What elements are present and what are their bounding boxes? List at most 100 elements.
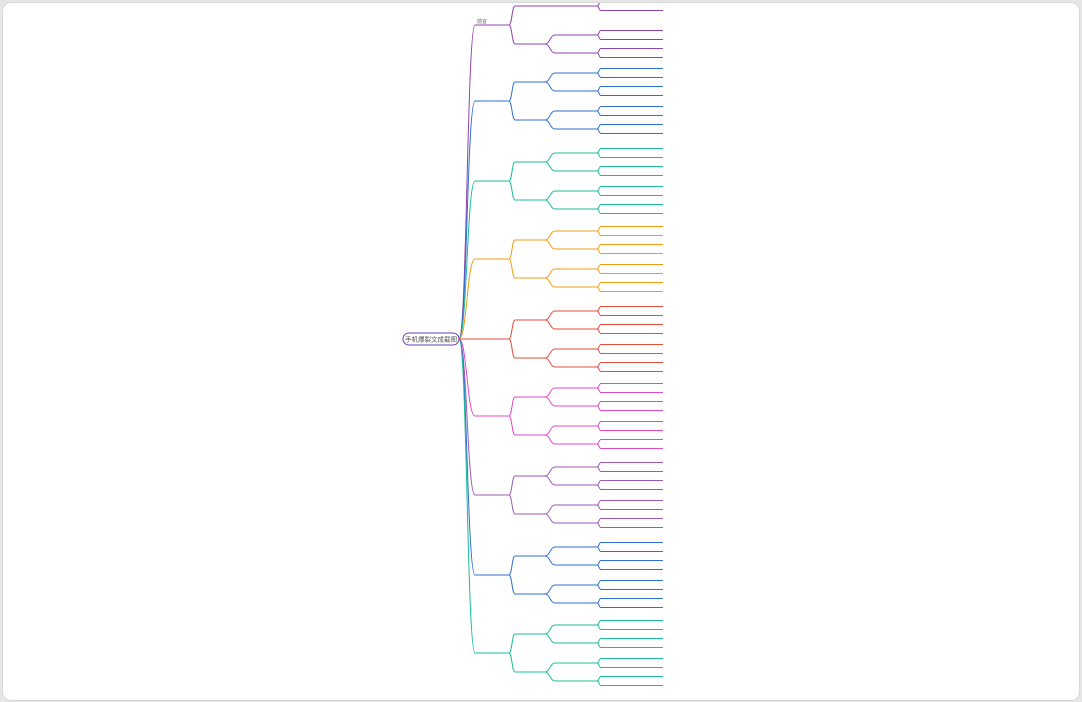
leaf-connector: [596, 421, 602, 427]
leaf-connector: [596, 208, 602, 214]
branch-connector: [458, 338, 476, 654]
child-connector: [508, 161, 516, 182]
leaf-connector: [596, 638, 602, 644]
leaf-connector: [596, 166, 602, 172]
leaf-connector: [596, 602, 602, 608]
subchild-connector: [544, 546, 556, 557]
leaf-connector: [596, 425, 602, 431]
branch-connector: [458, 180, 476, 340]
leaf-connector: [596, 30, 602, 36]
leaf-connector: [596, 466, 602, 472]
leaf-connector: [596, 34, 602, 40]
leaf-connector: [596, 3, 600, 7]
leaf-connector: [596, 328, 602, 334]
leaf-connector: [596, 518, 602, 524]
subchild-connector: [544, 593, 556, 604]
leaf-connector: [596, 230, 602, 236]
leaf-connector: [596, 439, 602, 445]
leaf-connector: [596, 383, 602, 389]
child-connector: [508, 652, 516, 673]
root-node-label[interactable]: 手机爆裂文成截图: [405, 335, 457, 344]
child-connector: [508, 494, 516, 515]
subchild-connector: [544, 624, 556, 635]
leaf-connector: [596, 306, 602, 312]
child-connector: [508, 415, 516, 436]
leaf-connector: [596, 286, 602, 292]
subchild-connector: [544, 310, 556, 321]
leaf-connector: [596, 152, 602, 158]
leaf-connector: [596, 148, 602, 154]
leaf-connector: [596, 598, 602, 604]
child-connector: [508, 319, 516, 340]
leaf-connector: [596, 522, 602, 528]
leaf-connector: [596, 244, 602, 250]
leaf-connector: [596, 662, 602, 668]
leaf-connector: [596, 443, 602, 449]
connector-layer: [458, 3, 663, 686]
leaf-connector: [596, 344, 602, 350]
leaf-connector: [596, 72, 602, 78]
child-connector: [508, 475, 516, 496]
leaf-connector: [596, 624, 602, 630]
subchild-connector: [544, 110, 556, 121]
subchild-connector: [544, 513, 556, 524]
leaf-connector: [596, 204, 602, 210]
subchild-connector: [544, 239, 556, 250]
leaf-connector: [596, 500, 602, 506]
leaf-connector: [596, 248, 602, 254]
subchild-connector: [544, 152, 556, 163]
leaf-connector: [596, 620, 602, 626]
child-connector: [508, 338, 516, 359]
leaf-connector: [596, 52, 602, 58]
subchild-connector: [544, 319, 556, 330]
leaf-connector: [596, 68, 602, 74]
leaf-connector: [596, 170, 602, 176]
subchild-connector: [544, 671, 556, 682]
subchild-connector: [544, 72, 556, 83]
branch-connector: [458, 338, 476, 417]
subchild-connector: [544, 268, 556, 279]
subchild-connector: [544, 190, 556, 201]
leaf-connector: [596, 324, 602, 330]
subchild-connector: [544, 199, 556, 210]
child-connector: [508, 100, 516, 121]
leaf-connector: [596, 128, 602, 134]
branch-connector: [458, 258, 476, 340]
leaf-connector: [596, 680, 602, 686]
leaf-connector: [596, 282, 602, 288]
leaf-connector: [596, 484, 602, 490]
subchild-connector: [544, 161, 556, 172]
leaf-connector: [596, 310, 602, 316]
leaf-connector: [596, 504, 602, 510]
subchild-connector: [544, 434, 556, 445]
subchild-connector: [544, 396, 556, 407]
leaf-connector: [596, 362, 602, 368]
branch-connector: [458, 24, 476, 340]
subchild-connector: [544, 633, 556, 644]
subchild-connector: [544, 662, 556, 673]
leaf-connector: [596, 580, 602, 586]
child-connector: [508, 24, 516, 45]
leaf-connector: [596, 405, 602, 411]
subchild-connector: [544, 119, 556, 130]
leaf-connector: [596, 124, 602, 130]
leaf-connector: [596, 264, 602, 270]
child-connector: [508, 5, 516, 26]
leaf-connector: [596, 658, 602, 664]
leaf-connector: [596, 480, 602, 486]
subchild-connector: [544, 387, 556, 398]
leaf-connector: [596, 546, 602, 552]
leaf-connector: [596, 348, 602, 354]
leaf-connector: [596, 462, 602, 468]
branch-node[interactable]: 前言: [477, 18, 487, 25]
leaf-connector: [596, 226, 602, 232]
child-connector: [508, 180, 516, 201]
subchild-connector: [544, 425, 556, 436]
leaf-connector: [596, 401, 602, 407]
root-node[interactable]: 手机爆裂文成截图: [402, 332, 460, 346]
leaf-connector: [596, 366, 602, 372]
root-node-box[interactable]: [402, 332, 460, 346]
subchild-connector: [544, 357, 556, 368]
